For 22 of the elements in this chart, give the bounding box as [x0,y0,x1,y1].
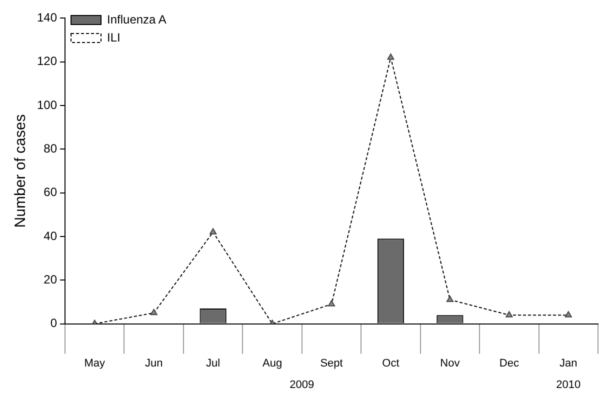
y-tick-label: 60 [44,185,58,200]
y-tick-label: 120 [36,54,58,68]
x-tick-label: Jan [560,357,578,370]
y-tick-label: 40 [44,228,58,243]
x-tick-label: Nov [440,357,460,370]
x-tick-label: Dec [499,357,520,370]
y-tick-label: 20 [44,272,58,286]
x-tick-label: May [84,357,106,370]
x-tick-label: Sept [320,357,343,370]
legend-label: Influenza A [107,12,166,26]
x-tick-label: Jun [144,357,163,370]
text: 2010 [556,378,581,391]
x-tick-label: Aug [262,357,282,370]
y-tick-label: 140 [36,10,58,25]
legend-label: ILI [107,30,120,44]
y-tick-label: 100 [36,98,58,112]
y-axis-title: Number of cases [12,114,30,228]
text: 2009 [290,378,314,391]
y-tick-label: 0 [50,316,58,330]
y-tick-label: 80 [44,141,58,156]
x-tick-label: Oct [382,357,400,370]
x-tick-label: Jul [206,357,220,370]
